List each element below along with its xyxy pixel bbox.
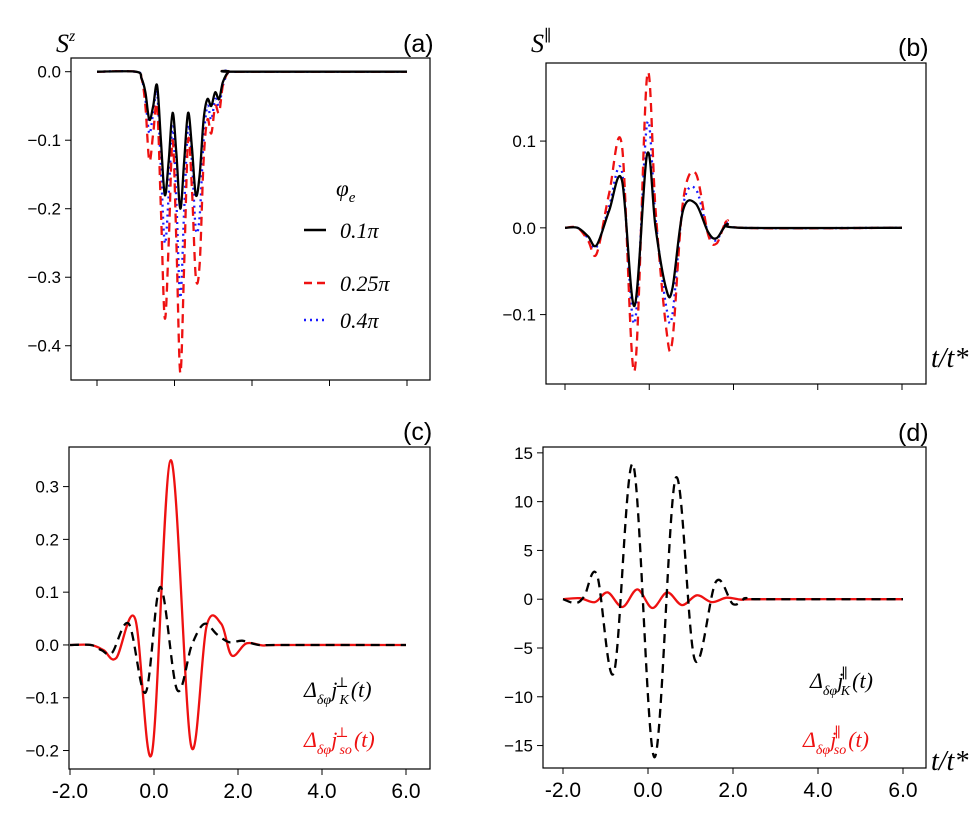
x-axis-label: t/t* bbox=[931, 746, 968, 777]
y-ticks: 0.1 0.0 −0.1 bbox=[502, 132, 546, 325]
x-ticks bbox=[96, 380, 408, 386]
chart-title: Sz bbox=[56, 28, 76, 58]
plot-frame bbox=[70, 57, 431, 381]
x-tick-label: 4.0 bbox=[307, 780, 336, 803]
series-group bbox=[96, 69, 407, 375]
x-tick-label: 0.0 bbox=[139, 780, 168, 803]
y-tick-label: 10 bbox=[514, 493, 533, 512]
series-line bbox=[69, 459, 407, 758]
legend-label: Δδφj⊥ so(t) bbox=[303, 726, 375, 758]
panel-b: 0.1 0.0 −0.1 (b) S∥ t/t* bbox=[502, 27, 968, 390]
y-tick-label: −10 bbox=[504, 688, 533, 707]
x-tick-label: 2.0 bbox=[718, 779, 747, 802]
y-tick-label: 0.0 bbox=[35, 636, 59, 655]
y-tick-label: 0.0 bbox=[37, 63, 61, 82]
y-tick-label: −0.1 bbox=[25, 689, 59, 708]
series-line bbox=[562, 463, 904, 759]
legend-title: φe bbox=[336, 176, 356, 206]
plot-frame bbox=[545, 62, 927, 385]
legend-label: 0.1π bbox=[340, 218, 380, 243]
y-tick-label: −0.2 bbox=[25, 742, 59, 761]
y-tick-label: 0.0 bbox=[512, 219, 536, 238]
panel-label: (a) bbox=[403, 30, 434, 58]
plot-frame bbox=[542, 446, 927, 769]
chart-title: S∥ bbox=[531, 27, 551, 58]
series-line bbox=[96, 69, 407, 210]
y-tick-label: −0.2 bbox=[27, 200, 61, 219]
plot-frame bbox=[68, 446, 431, 770]
legend-label: Δδφj∥ K(t) bbox=[809, 666, 873, 699]
panel-label: (c) bbox=[403, 418, 432, 446]
y-tick-label: −0.4 bbox=[27, 337, 61, 356]
legend-label: 0.25π bbox=[340, 271, 391, 296]
series-line bbox=[96, 69, 407, 299]
legend-label: Δδφj⊥ K(t) bbox=[303, 676, 372, 708]
x-tick-label: 4.0 bbox=[803, 779, 832, 802]
x-tick-label: 6.0 bbox=[391, 780, 420, 803]
y-tick-label: −0.1 bbox=[502, 306, 536, 325]
series-group bbox=[564, 71, 903, 373]
x-ticks: -2.0 0.0 2.0 4.0 6.0 bbox=[545, 768, 918, 802]
panel-c: 0.3 0.2 0.1 0.0 −0.1 −0.2 -2.0 0.0 2.0 4.0 6.0 (c… bbox=[25, 418, 432, 803]
x-tick-label: -2.0 bbox=[545, 779, 581, 802]
panel-label: (b) bbox=[898, 34, 929, 62]
y-tick-label: 0.3 bbox=[35, 478, 59, 497]
series-line bbox=[564, 71, 903, 373]
legend: Δδφj∥ K(t) Δδφj∥ so(t) bbox=[802, 666, 873, 758]
y-tick-label: 0 bbox=[524, 590, 533, 609]
y-tick-label: −5 bbox=[514, 639, 533, 658]
x-tick-label: 2.0 bbox=[223, 780, 252, 803]
panel-a: 0.0 −0.1 −0.2 −0.3 −0.4 (a) Sz φe 0.1π 0.25π… bbox=[27, 28, 434, 386]
x-tick-label: -2.0 bbox=[52, 780, 88, 803]
y-tick-label: −0.3 bbox=[27, 268, 61, 287]
legend: Δδφj⊥ K(t) Δδφj⊥ so(t) bbox=[303, 676, 375, 758]
panel-label: (d) bbox=[898, 419, 929, 447]
y-ticks: 0.3 0.2 0.1 0.0 −0.1 −0.2 bbox=[25, 478, 69, 761]
series-group bbox=[69, 459, 407, 758]
y-tick-label: −15 bbox=[504, 737, 533, 756]
y-tick-label: 5 bbox=[524, 541, 533, 560]
series-line bbox=[69, 585, 406, 694]
legend: φe 0.1π 0.25π 0.4π bbox=[304, 176, 391, 333]
series-line bbox=[564, 151, 903, 308]
x-tick-label: 6.0 bbox=[888, 779, 917, 802]
y-tick-label: −0.1 bbox=[27, 131, 61, 150]
y-tick-label: 0.1 bbox=[35, 583, 59, 602]
legend-label: 0.4π bbox=[340, 308, 380, 333]
y-ticks: 0.0 −0.1 −0.2 −0.3 −0.4 bbox=[27, 63, 71, 356]
x-axis-label: t/t* bbox=[931, 343, 968, 374]
series-line bbox=[96, 69, 407, 375]
y-tick-label: 15 bbox=[514, 444, 533, 463]
y-tick-label: 0.1 bbox=[512, 132, 536, 151]
legend-label: Δδφj∥ so(t) bbox=[802, 725, 869, 758]
x-ticks bbox=[564, 384, 903, 390]
series-group bbox=[562, 463, 904, 759]
panel-d: 15 10 5 0 −5 −10 −15 -2.0 0.0 2.0 4.0 6.0 (d) t/t*… bbox=[504, 419, 968, 802]
x-ticks: -2.0 0.0 2.0 4.0 6.0 bbox=[52, 769, 421, 803]
x-tick-label: 0.0 bbox=[633, 779, 662, 802]
y-tick-label: 0.2 bbox=[35, 530, 59, 549]
y-ticks: 15 10 5 0 −5 −10 −15 bbox=[504, 444, 543, 756]
